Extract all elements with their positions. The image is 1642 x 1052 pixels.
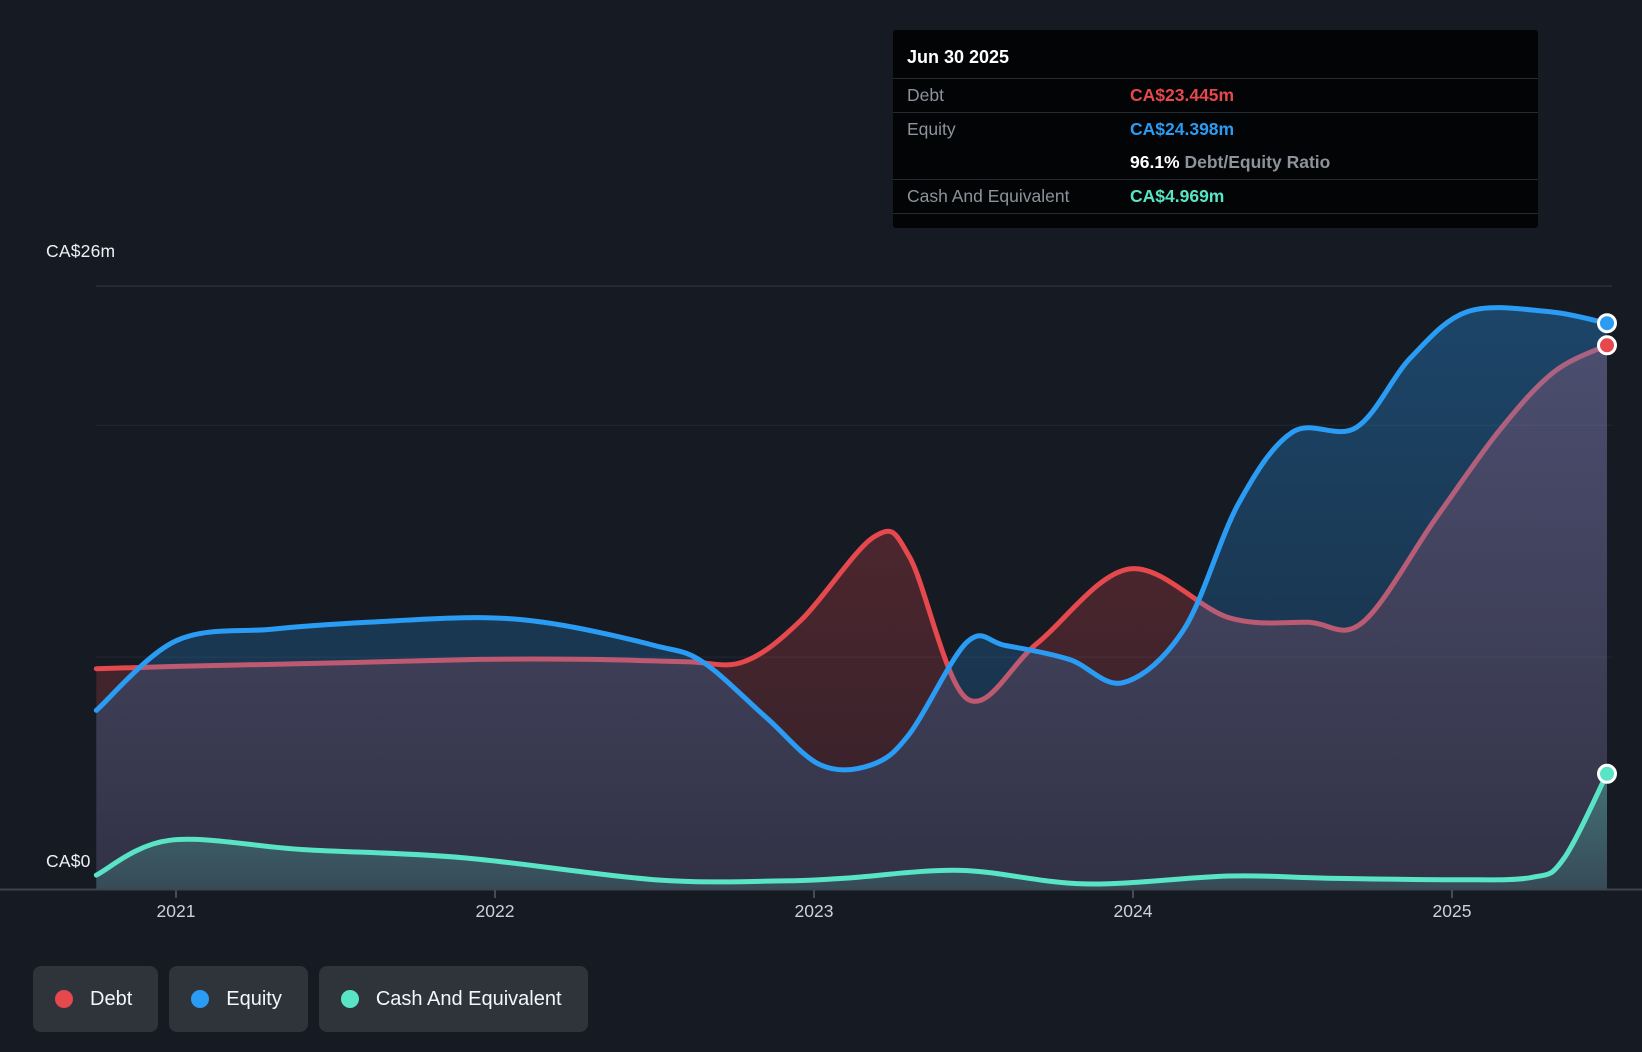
debt-series-dot-icon bbox=[55, 990, 73, 1008]
tooltip-debt-value: CA$23.445m bbox=[1130, 85, 1235, 105]
equity-end-dot[interactable] bbox=[1597, 313, 1617, 334]
x-tick-label-2022: 2022 bbox=[475, 901, 515, 921]
debt-end-dot[interactable] bbox=[1597, 335, 1617, 356]
x-tick-label-2021: 2021 bbox=[156, 901, 196, 921]
cash-line bbox=[93, 771, 1610, 887]
equity-series-dot-icon bbox=[191, 990, 210, 1008]
tooltip-row-cash: Cash And Equivalent CA$4.969m bbox=[893, 179, 1538, 214]
cash-end-dot[interactable] bbox=[1597, 763, 1617, 784]
legend-cash-label: Cash And Equivalent bbox=[375, 987, 562, 1010]
equity-line bbox=[93, 305, 1610, 773]
legend-debt-label: Debt bbox=[90, 987, 133, 1010]
x-tick-label-2024: 2024 bbox=[1113, 901, 1153, 921]
tooltip-equity-value: CA$24.398m bbox=[1130, 119, 1235, 139]
hover-tooltip: Jun 30 2025 Debt CA$23.445m Equity CA$24… bbox=[893, 30, 1538, 228]
tooltip-date: Jun 30 2025 bbox=[907, 47, 1010, 67]
legend-item-cash[interactable]: Cash And Equivalent bbox=[318, 966, 588, 1032]
legend-equity-label: Equity bbox=[226, 987, 282, 1010]
tooltip-row-ratio: 96.1% Debt/Equity Ratio bbox=[893, 146, 1538, 179]
tooltip-cash-label: Cash And Equivalent bbox=[907, 186, 1070, 206]
y-axis-max-label: CA$26m bbox=[46, 241, 116, 261]
tooltip-cash-value: CA$4.969m bbox=[1130, 186, 1225, 206]
cash-series-dot-icon bbox=[340, 990, 359, 1008]
equity-area bbox=[96, 307, 1607, 889]
tooltip-equity-label: Equity bbox=[907, 119, 956, 139]
x-tick-label-2023: 2023 bbox=[794, 901, 834, 921]
x-tick-label-2025: 2025 bbox=[1432, 901, 1472, 921]
tooltip-debt-label: Debt bbox=[907, 85, 944, 105]
y-axis-zero-label: CA$0 bbox=[46, 851, 91, 871]
debt-equity-ratio: 96.1% Debt/Equity Ratio bbox=[1130, 152, 1331, 172]
legend-item-debt[interactable]: Debt bbox=[33, 966, 159, 1032]
tooltip-row-debt: Debt CA$23.445m bbox=[893, 78, 1538, 112]
chart-legend: Debt Equity Cash And Equivalent bbox=[33, 966, 588, 1032]
tooltip-row-equity: Equity CA$24.398m bbox=[893, 112, 1538, 146]
legend-item-equity[interactable]: Equity bbox=[169, 966, 308, 1032]
